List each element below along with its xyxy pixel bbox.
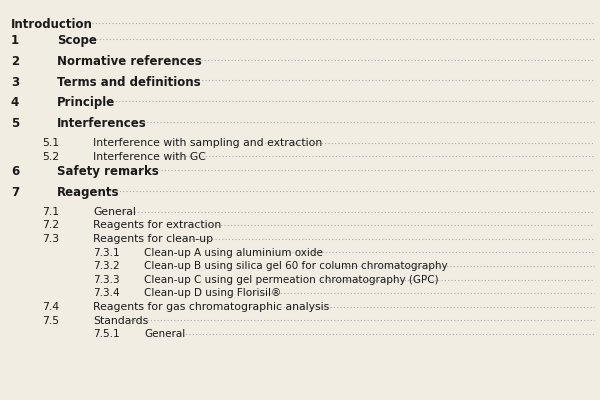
Text: 5: 5 xyxy=(11,117,19,130)
Text: 5.1: 5.1 xyxy=(42,138,59,148)
Text: Reagents for clean-up: Reagents for clean-up xyxy=(93,234,213,244)
Text: 7.5: 7.5 xyxy=(42,316,59,326)
Text: General: General xyxy=(144,329,185,339)
Text: 7.3.1: 7.3.1 xyxy=(93,248,119,258)
Text: 7.4: 7.4 xyxy=(42,302,59,312)
Text: 6: 6 xyxy=(11,165,19,178)
Text: Reagents for gas chromatographic analysis: Reagents for gas chromatographic analysi… xyxy=(93,302,329,312)
Text: 7.3: 7.3 xyxy=(42,234,59,244)
Text: Terms and definitions: Terms and definitions xyxy=(57,76,200,89)
Text: 7.3.2: 7.3.2 xyxy=(93,261,119,271)
Text: 1: 1 xyxy=(11,34,19,47)
Text: 2: 2 xyxy=(11,55,19,68)
Text: Standards: Standards xyxy=(93,316,148,326)
Text: Principle: Principle xyxy=(57,96,115,110)
Text: 7.1: 7.1 xyxy=(42,207,59,217)
Text: 7: 7 xyxy=(11,186,19,199)
Text: Normative references: Normative references xyxy=(57,55,202,68)
Text: 7.3.4: 7.3.4 xyxy=(93,288,119,298)
Text: Reagents for extraction: Reagents for extraction xyxy=(93,220,221,230)
Text: Reagents: Reagents xyxy=(57,186,119,199)
Text: 3: 3 xyxy=(11,76,19,89)
Text: 5.2: 5.2 xyxy=(42,152,59,162)
Text: Clean-up D using Florisil®: Clean-up D using Florisil® xyxy=(144,288,281,298)
Text: Interferences: Interferences xyxy=(57,117,147,130)
Text: Scope: Scope xyxy=(57,34,97,47)
Text: Interference with sampling and extraction: Interference with sampling and extractio… xyxy=(93,138,322,148)
Text: 7.3.3: 7.3.3 xyxy=(93,275,119,285)
Text: 7.5.1: 7.5.1 xyxy=(93,329,119,339)
Text: 4: 4 xyxy=(11,96,19,110)
Text: Introduction: Introduction xyxy=(11,18,92,31)
Text: Interference with GC: Interference with GC xyxy=(93,152,206,162)
Text: Clean-up B using silica gel 60 for column chromatography: Clean-up B using silica gel 60 for colum… xyxy=(144,261,448,271)
Text: Clean-up C using gel permeation chromatography (GPC): Clean-up C using gel permeation chromato… xyxy=(144,275,439,285)
Text: General: General xyxy=(93,207,136,217)
Text: 7.2: 7.2 xyxy=(42,220,59,230)
Text: Clean-up A using aluminium oxide: Clean-up A using aluminium oxide xyxy=(144,248,323,258)
Text: Safety remarks: Safety remarks xyxy=(57,165,159,178)
